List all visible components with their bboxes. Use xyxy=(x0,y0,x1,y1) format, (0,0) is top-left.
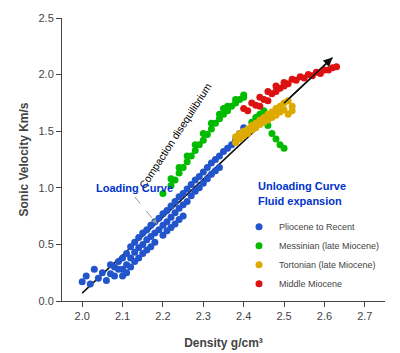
svg-text:2.4: 2.4 xyxy=(236,310,251,322)
svg-text:2.7: 2.7 xyxy=(357,310,372,322)
svg-text:0.0: 0.0 xyxy=(39,295,54,307)
svg-text:2.0: 2.0 xyxy=(39,68,54,80)
svg-text:2.0: 2.0 xyxy=(75,310,90,322)
svg-text:2.3: 2.3 xyxy=(196,310,211,322)
svg-text:2.5: 2.5 xyxy=(276,310,291,322)
svg-text:2.1: 2.1 xyxy=(115,310,130,322)
svg-text:2.6: 2.6 xyxy=(317,310,332,322)
svg-text:1.0: 1.0 xyxy=(39,182,54,194)
svg-text:Compaction disequilibrium: Compaction disequilibrium xyxy=(137,81,214,191)
svg-text:Sonic Velocity Km/s: Sonic Velocity Km/s xyxy=(17,102,31,216)
svg-text:Tortonian (late Miocene): Tortonian (late Miocene) xyxy=(279,260,376,270)
svg-text:1.5: 1.5 xyxy=(39,125,54,137)
svg-text:Middle Miocene: Middle Miocene xyxy=(279,279,342,289)
svg-text:2.5: 2.5 xyxy=(39,12,54,24)
svg-text:Loading Curve: Loading Curve xyxy=(96,182,173,194)
svg-text:Fluid expansion: Fluid expansion xyxy=(258,195,342,207)
svg-text:Density g/cm³: Density g/cm³ xyxy=(184,336,263,350)
svg-text:Messinian (late Miocene): Messinian (late Miocene) xyxy=(279,241,379,251)
svg-text:0.5: 0.5 xyxy=(39,238,54,250)
svg-text:2.2: 2.2 xyxy=(155,310,170,322)
svg-text:Unloading Curve: Unloading Curve xyxy=(258,180,346,192)
svg-text:Pliocene to Recent: Pliocene to Recent xyxy=(279,222,355,232)
